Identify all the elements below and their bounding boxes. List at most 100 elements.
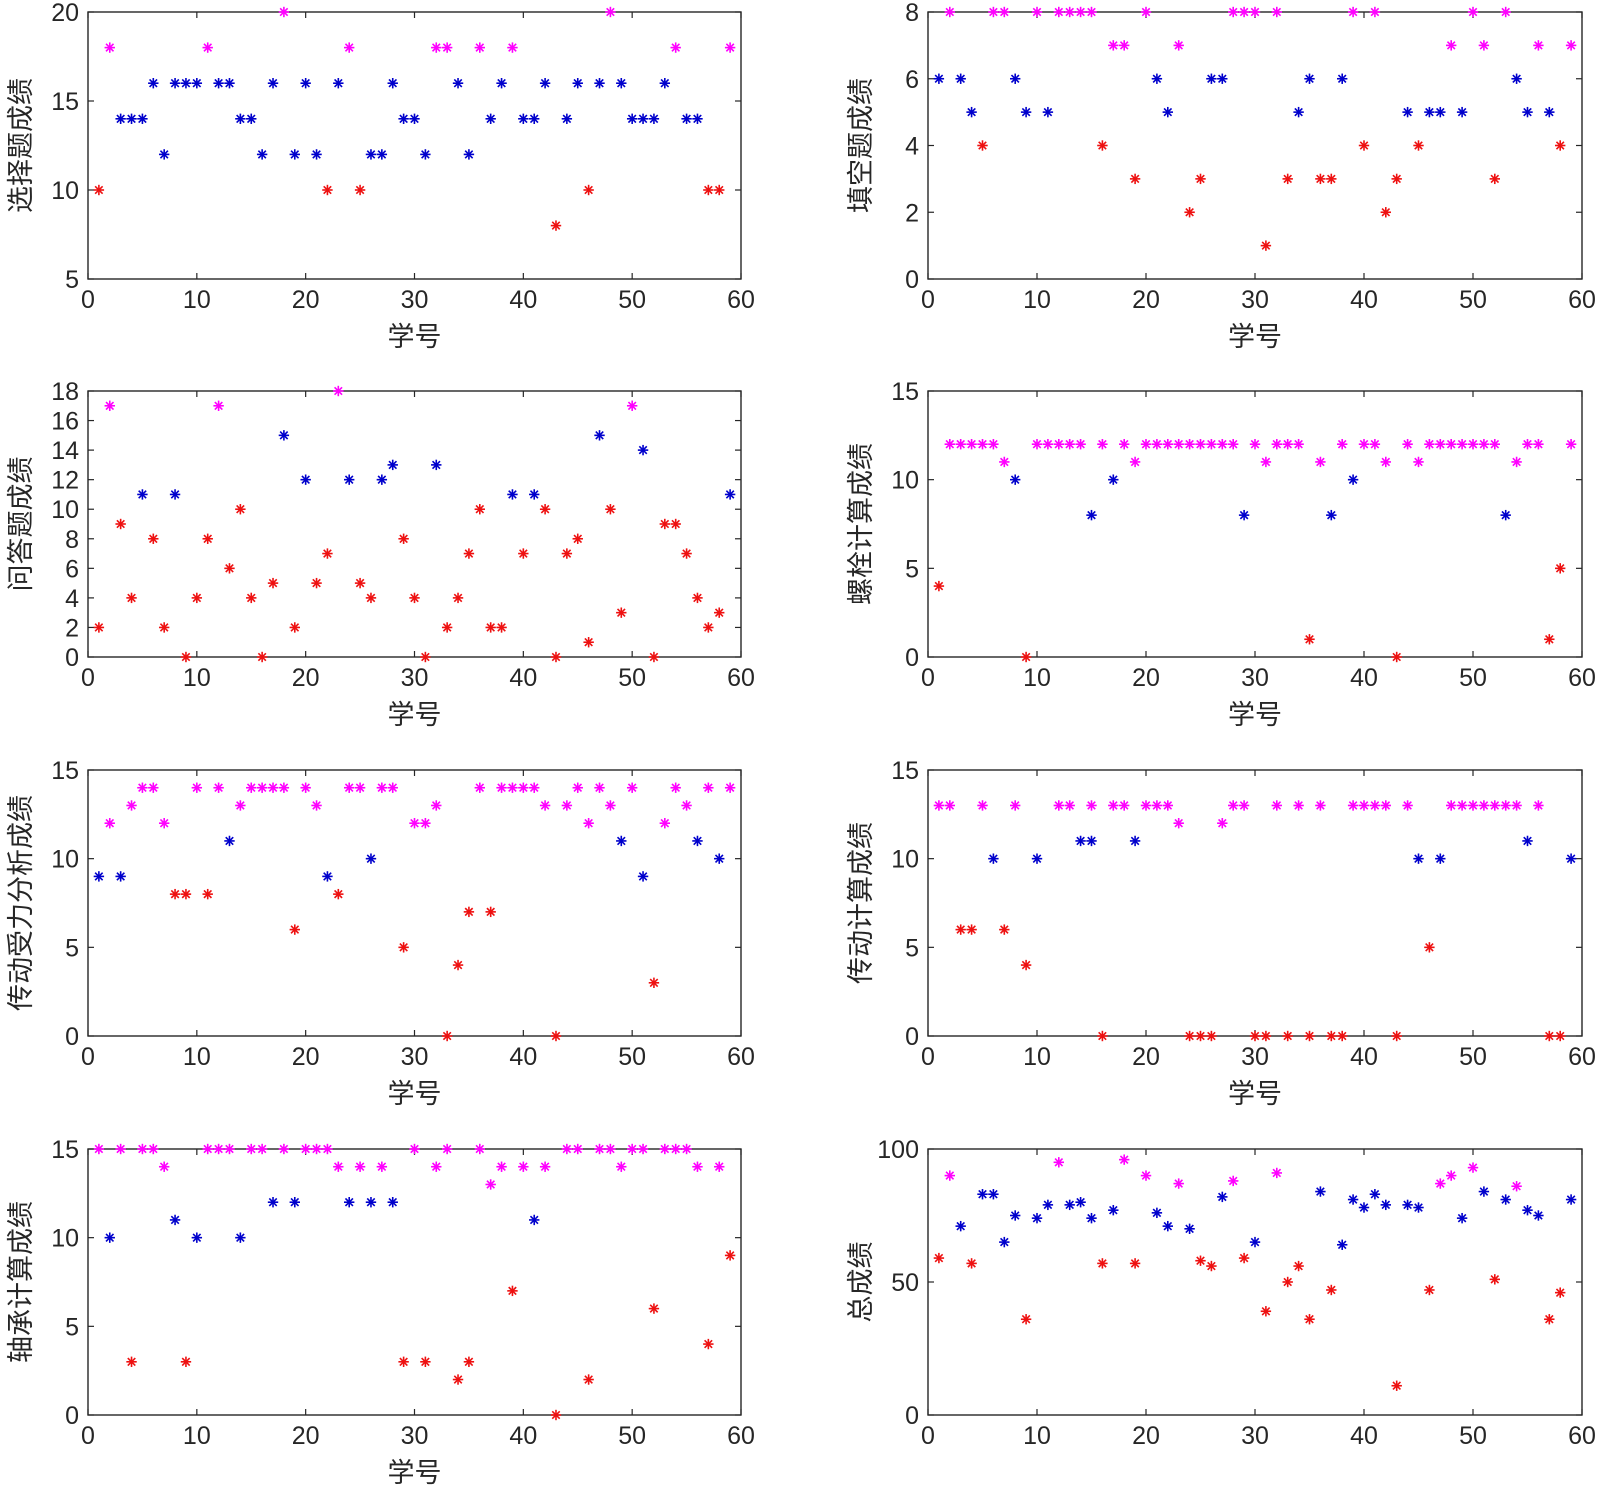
data-point: [529, 1214, 540, 1226]
x-tick-label: 50: [618, 1422, 646, 1450]
x-tick-label: 50: [618, 664, 646, 692]
data-point: [1282, 439, 1293, 450]
data-point: [1064, 800, 1075, 811]
y-tick-label: 0: [65, 644, 79, 672]
x-tick-label: 10: [183, 664, 211, 692]
data-point: [1522, 1204, 1533, 1216]
data-point: [1020, 106, 1032, 118]
data-point: [594, 782, 605, 793]
data-point: [289, 924, 300, 935]
data-point: [1195, 439, 1206, 450]
data-point: [420, 1356, 431, 1367]
data-point: [256, 149, 268, 160]
series-low: [933, 563, 1566, 663]
x-tick-label: 20: [1132, 1043, 1160, 1071]
data-point: [1271, 6, 1282, 18]
data-point: [496, 622, 507, 633]
data-point: [1456, 106, 1468, 118]
data-point: [1010, 474, 1021, 485]
data-point: [977, 800, 988, 811]
data-point: [1489, 1274, 1500, 1285]
x-tick-label: 10: [1023, 664, 1051, 692]
data-point: [137, 489, 148, 500]
data-point: [1260, 1306, 1272, 1317]
data-point: [344, 42, 355, 53]
data-point: [1555, 1287, 1566, 1298]
plot-area: [87, 769, 742, 1037]
data-point: [1238, 509, 1250, 521]
data-point: [1162, 106, 1173, 118]
data-point: [1337, 1239, 1348, 1250]
data-point: [1347, 474, 1359, 485]
data-point: [365, 149, 377, 160]
data-point: [670, 42, 681, 53]
data-point: [1053, 439, 1064, 450]
data-point: [1282, 1030, 1293, 1042]
data-point: [518, 1161, 529, 1172]
y-tick-label: 5: [905, 934, 919, 962]
data-point: [126, 592, 137, 604]
data-point: [1228, 6, 1239, 18]
data-point: [224, 78, 235, 89]
data-point: [191, 592, 203, 604]
data-point: [137, 782, 148, 793]
data-point: [93, 1143, 105, 1155]
x-tick-label: 0: [81, 1422, 95, 1450]
data-point: [235, 504, 246, 515]
data-point: [518, 548, 529, 559]
x-tick-label: 40: [1350, 664, 1378, 692]
data-point: [1467, 439, 1479, 450]
x-tick-label: 60: [727, 664, 755, 692]
data-point: [626, 1143, 638, 1155]
data-point: [1010, 1210, 1021, 1221]
data-point: [988, 6, 999, 18]
data-point: [354, 782, 366, 793]
data-point: [126, 113, 137, 124]
data-point: [1435, 439, 1446, 450]
plot-area: [927, 11, 1583, 280]
x-tick-label: 0: [81, 1043, 95, 1071]
y-tick-label: 16: [51, 408, 79, 436]
data-point: [333, 385, 344, 397]
data-point: [626, 782, 638, 793]
data-point: [594, 78, 605, 89]
data-point: [452, 959, 464, 971]
data-point: [246, 113, 257, 124]
y-tick-label: 0: [905, 644, 919, 672]
data-point: [1271, 439, 1282, 450]
chart-panel-2: 0 10 20 30 40 50 60 0 2 4 6 8 学号 填空题成绩: [846, 0, 1596, 353]
data-point: [966, 1258, 977, 1269]
data-point: [311, 800, 322, 811]
data-point: [1326, 1030, 1337, 1042]
data-point: [496, 1161, 507, 1172]
data-point: [485, 622, 496, 633]
data-point: [999, 924, 1010, 935]
data-point: [539, 504, 551, 515]
data-point: [1500, 509, 1511, 521]
series-mid: [93, 835, 725, 882]
data-point: [376, 1161, 388, 1172]
series-low: [93, 504, 725, 663]
data-point: [594, 430, 605, 441]
data-point: [594, 1143, 605, 1155]
x-tick-label: 60: [1568, 286, 1596, 314]
data-point: [322, 184, 333, 196]
data-point: [1315, 456, 1326, 468]
x-tick-label: 10: [1023, 1043, 1051, 1071]
data-point: [148, 78, 159, 89]
data-point: [376, 782, 388, 793]
data-point: [1544, 1030, 1555, 1042]
data-point: [474, 782, 485, 793]
x-tick-label: 60: [727, 286, 755, 314]
data-point: [1031, 6, 1043, 18]
data-point: [496, 78, 507, 89]
x-tick-label: 50: [1459, 1422, 1487, 1450]
data-point: [637, 871, 649, 882]
data-point: [474, 1143, 485, 1155]
x-tick-label: 10: [1023, 286, 1051, 314]
data-point: [1108, 40, 1119, 51]
data-point: [289, 149, 300, 160]
data-point: [1075, 439, 1086, 450]
y-tick-label: 10: [51, 496, 79, 524]
